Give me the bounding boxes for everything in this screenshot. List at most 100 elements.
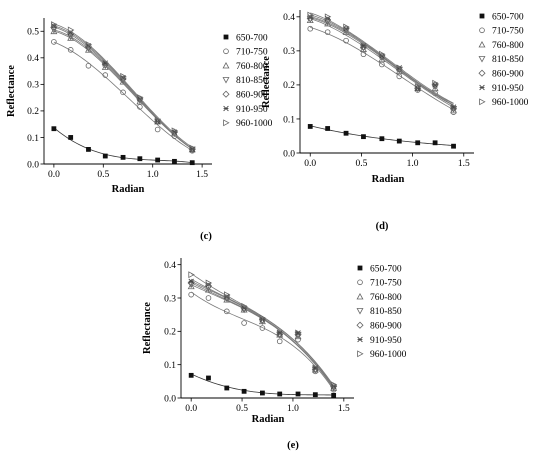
legend-marker-710-750 [223,48,229,55]
y-tick-label: 0.3 [164,294,176,304]
legend-label: 960-1000 [236,119,273,129]
y-tick-label: 0.1 [283,115,295,125]
y-tick-label: 0.1 [27,134,39,144]
data-point-650-700 [189,160,195,166]
legend-marker-960-1000 [223,119,230,127]
data-point-650-700 [120,154,126,160]
legend-label: 960-1000 [370,350,407,360]
data-point-960-1000 [396,64,403,72]
data-point-650-700 [451,143,456,149]
fit-curve-860-900 [191,280,334,388]
legend-label: 760-800 [370,293,402,303]
fit-curve-760-800 [310,18,454,108]
legend-marker-810-850 [356,308,364,315]
data-point-960-1000 [450,103,458,111]
data-point-960-1000 [259,314,267,322]
data-point-860-900 [187,279,195,287]
panel-label: (e) [287,440,299,451]
legend-label: 910-950 [492,84,524,94]
legend-label: 960-1000 [492,98,529,108]
data-point-650-700 [331,392,337,398]
chart-panel-1: 0.0 0.5 1.0 1.50.00.10.20.30.40.5RadianRefl… [6,18,273,242]
x-tick-label: 1.5 [458,159,470,169]
data-point-710-750 [51,39,57,45]
fit-curve-960-1000 [53,23,193,148]
data-point-910-950 [312,365,319,371]
y-tick-label: 0.0 [27,160,39,170]
legend-marker-650-700 [479,13,485,19]
legend-label: 810-850 [370,307,402,317]
data-point-960-1000 [343,23,350,31]
data-point-650-700 [295,391,301,397]
data-point-650-700 [51,126,57,132]
fit-curve-910-950 [190,278,334,387]
legend-marker-910-950 [223,105,229,112]
y-axis-title: Reflectance [6,65,17,117]
data-point-710-750 [85,62,92,69]
data-point-650-700 [224,385,230,391]
data-point-960-1000 [307,11,314,19]
fit-curve-710-750 [310,27,454,111]
legend-marker-860-900 [478,69,486,77]
legend-label: 710-750 [236,48,268,58]
data-point-650-700 [343,130,349,136]
legend-marker-710-750 [357,279,363,286]
legend-label: 760-800 [492,41,524,51]
data-point-710-750 [67,47,74,53]
legend-marker-910-950 [357,336,363,343]
data-point-650-700 [241,388,247,394]
x-tick-label: 0.5 [97,170,109,180]
data-point-910-950 [295,330,301,336]
data-point-650-700 [415,140,421,146]
x-tick-label: 0.0 [185,404,197,414]
legend-label: 910-950 [370,336,402,346]
chart-panel-2: 0.0 0.5 1.0 1.5 0.0 0.1 0.2 0.3 0.4 Radian Reflect… [261,10,529,232]
data-point-710-750 [241,320,247,326]
data-point-650-700 [312,392,318,398]
y-tick-label: 0.4 [27,54,39,64]
data-point-960-1000 [324,13,332,21]
legend-marker-960-1000 [357,350,364,358]
legend-marker-650-700 [357,265,363,271]
data-point-710-750 [259,325,266,331]
data-point-650-700 [260,390,265,396]
data-point-650-700 [277,391,283,397]
x-tick-label: 1.0 [287,404,299,414]
panel-label: (c) [200,231,212,242]
data-point-650-700 [172,158,177,164]
legend-label: 760-800 [236,62,268,72]
data-point-650-700 [432,140,438,146]
data-point-910-950 [188,278,194,285]
y-tick-label: 0.1 [164,361,176,371]
x-tick-label: 1.5 [338,404,350,414]
data-point-760-800 [378,55,386,63]
data-point-710-750 [120,89,126,96]
x-tick-label: 0.5 [236,404,248,414]
legend: 650-700 710-750 760-800 810-850 860-900 910-9… [478,12,529,108]
data-point-710-750 [223,308,230,315]
data-point-710-750 [324,29,331,35]
y-axis-title: Reflectance [142,302,153,354]
x-tick-label: 0.0 [304,159,316,169]
x-tick-label: 1.5 [196,170,208,180]
data-point-910-950 [450,104,457,110]
data-point-650-700 [155,157,161,163]
data-point-960-1000 [137,94,144,102]
data-point-960-1000 [188,271,195,279]
legend-label: 650-700 [370,264,402,274]
legend-marker-760-800 [478,40,486,48]
x-tick-label: 0.5 [355,159,367,169]
legend-marker-760-800 [222,61,230,69]
data-point-960-1000 [120,72,127,80]
data-point-960-1000 [330,381,338,389]
data-point-960-1000 [295,329,302,337]
legend-marker-760-800 [356,292,364,300]
legend-label: 650-700 [236,33,268,43]
data-point-650-700 [361,134,366,140]
x-tick-label: 0.0 [48,170,60,180]
x-axis-title: Radian [252,414,285,425]
x-tick-label: 1.0 [407,159,419,169]
data-point-650-700 [396,138,402,144]
y-tick-label: 0.5 [27,28,39,38]
legend-marker-710-750 [479,27,485,34]
